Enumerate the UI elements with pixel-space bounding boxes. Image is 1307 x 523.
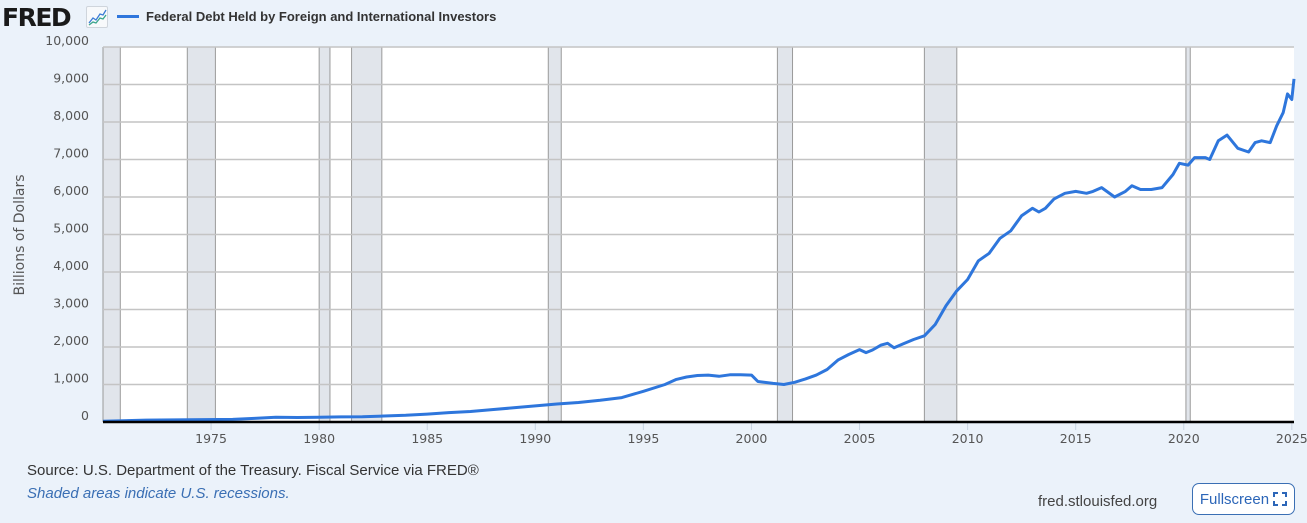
site-link[interactable]: fred.stlouisfed.org — [1038, 493, 1158, 510]
y-tick-label: 3,000 — [53, 296, 89, 311]
fullscreen-label: Fullscreen — [1199, 490, 1270, 508]
y-axis-ticks: 0 1,000 2,000 3,000 4,000 5,000 6,000 7,000 8,00… — [45, 33, 89, 423]
chart-header: FRED Federal Debt Held by Foreign and In… — [0, 0, 1307, 38]
x-tick-label: 1985 — [411, 431, 443, 446]
x-tick-label: 1995 — [627, 431, 659, 446]
y-axis-label: Billions of Dollars — [12, 174, 28, 295]
x-tick-label: 1980 — [303, 431, 335, 446]
x-axis-ticks: 1975 1980 1985 1990 1995 2000 2005 2010 2015 2020… — [195, 422, 1307, 446]
y-tick-label: 5,000 — [53, 221, 89, 236]
legend-swatch — [117, 15, 139, 18]
x-tick-label: 2000 — [736, 431, 768, 446]
y-tick-label: 10,000 — [45, 33, 89, 48]
line-chart[interactable]: 0 1,000 2,000 3,000 4,000 5,000 6,000 7,000 8,00… — [0, 0, 1307, 460]
y-tick-label: 4,000 — [53, 258, 89, 273]
y-tick-label: 2,000 — [53, 333, 89, 348]
series-line[interactable] — [102, 78, 1296, 423]
x-tick-label: 2020 — [1168, 431, 1200, 446]
x-tick-label: 2015 — [1060, 431, 1092, 446]
fullscreen-button[interactable]: Fullscreen — [1192, 483, 1295, 515]
x-tick-label: 2010 — [952, 431, 984, 446]
chart-legend: Federal Debt Held by Foreign and Interna… — [117, 9, 496, 24]
y-tick-label: 6,000 — [53, 183, 89, 198]
gridlines — [103, 46, 1294, 386]
x-tick-label: 1975 — [195, 431, 227, 446]
x-tick-label: 2005 — [844, 431, 876, 446]
recession-note: Shaded areas indicate U.S. recessions. — [27, 485, 290, 502]
legend-label: Federal Debt Held by Foreign and Interna… — [146, 9, 497, 24]
y-tick-label: 9,000 — [53, 71, 89, 86]
x-tick-label: 1990 — [519, 431, 551, 446]
source-text: Source: U.S. Department of the Treasury.… — [27, 462, 479, 479]
y-tick-label: 0 — [81, 408, 89, 423]
y-tick-label: 1,000 — [53, 371, 89, 386]
expand-icon — [1273, 492, 1288, 506]
x-tick-label: 2025 — [1276, 431, 1307, 446]
fred-logo[interactable]: FRED — [2, 3, 72, 32]
y-tick-label: 8,000 — [53, 108, 89, 123]
y-tick-label: 7,000 — [53, 146, 89, 161]
line-chart-icon[interactable] — [86, 6, 108, 28]
